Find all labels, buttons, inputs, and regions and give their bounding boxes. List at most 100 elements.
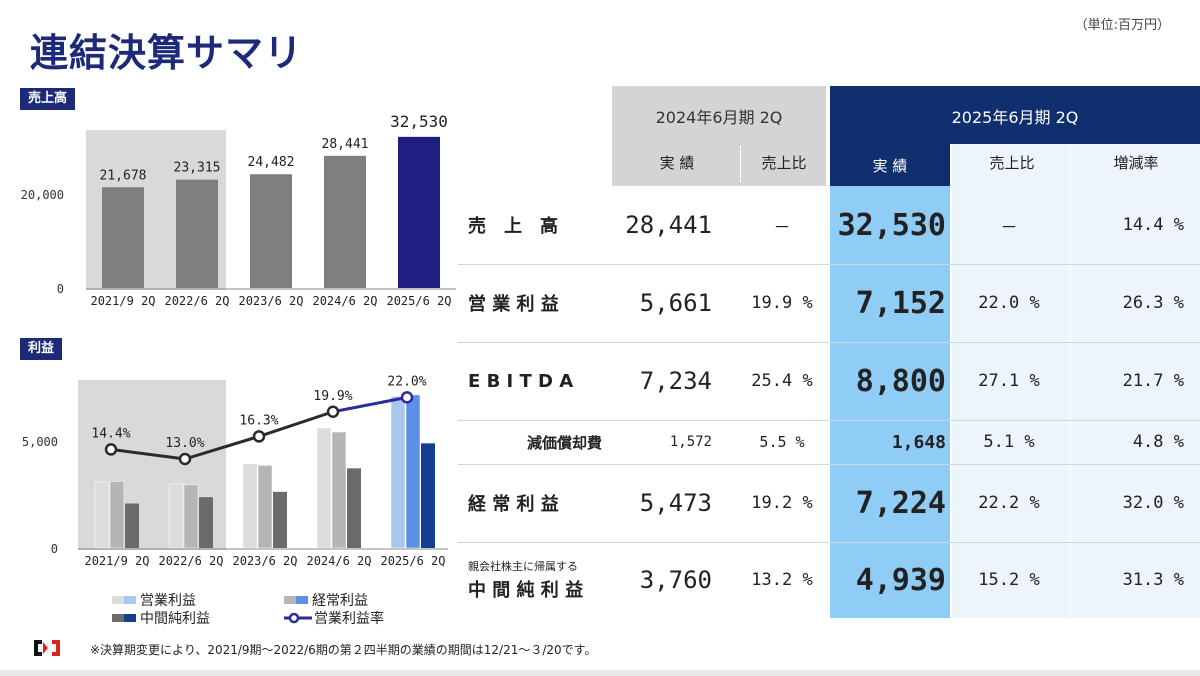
sales-xtick-1: 2022/6 2Q [164,294,229,308]
curr-actual: 32,530 [837,207,946,243]
legend-swatch-operating [112,596,136,604]
legend-label-net: 中間純利益 [140,611,210,627]
profit-bar-1-0 [168,483,184,549]
sales-bar-1 [176,179,218,288]
margin-label-4: 22.0% [387,374,426,389]
row-label: 売 上 高 [468,216,558,237]
row-label: 減価償却費 [526,433,602,452]
header-prev-ratio: 売上比 [761,154,807,172]
margin-line-segment-1 [184,434,260,461]
prev-ratio: 19.2 % [751,493,813,513]
profit-bar-3-2 [347,468,361,548]
profit-ytick-0: 0 [51,542,58,556]
profit-combo-chart: 0 5,000 2021/9 2Q 2022/6 2Q 2023/6 2Q 2024/6 … [22,374,448,568]
profit-bar-2-0 [242,463,258,549]
sales-xtick-4: 2025/6 2Q [386,294,451,308]
row-label: 営 業 利 益 [468,294,559,315]
growth-rate: 4.8 % [1132,432,1184,452]
prev-actual: 7,234 [639,367,712,395]
header-curr-ratio: 売上比 [989,154,1035,172]
curr-actual: 7,152 [855,285,946,321]
growth-rate: 21.7 % [1122,371,1184,391]
unit-label: （単位:百万円） [1074,18,1170,33]
margin-line-segment-3 [332,395,408,414]
sales-xtick-2: 2023/6 2Q [238,294,303,308]
prev-actual: 5,473 [639,489,712,517]
profit-xtick-0: 2021/9 2Q [84,554,149,568]
sales-bar-0 [102,187,144,288]
curr-ratio: 27.1 % [978,371,1040,391]
margin-point-2 [252,430,266,443]
legend-item-margin: 営業利益率 [284,608,384,628]
legend-item-ordinary: 経常利益 [284,590,368,610]
margin-line-segment-0 [110,447,186,461]
bottom-bar [0,670,1200,676]
sales-xtick-3: 2024/6 2Q [312,294,377,308]
sales-bar-chart: 0 20,000 21,678 2021/9 2Q 23,315 2022/6 2Q 24,… [21,112,456,308]
curr-ratio: － [1000,217,1018,238]
margin-label-3: 19.9% [313,389,352,404]
row-divider [458,542,1200,543]
legend-swatch-net [112,614,136,622]
margin-point-1 [178,452,192,466]
table-row: 売 上 高 28,441 － 32,530 － 14.4 % [458,186,1200,264]
profit-legend: 営業利益 経常利益 中間純利益 営業利益率 [112,590,442,628]
curr-actual: 4,939 [855,562,946,598]
profit-bar-3-1 [331,431,347,549]
sales-value-label-2: 24,482 [248,155,295,170]
sales-value-label-3: 28,441 [322,137,369,152]
legend-swatch-ordinary [284,596,308,604]
row-divider [458,420,1200,421]
header-curr-bg [830,86,1200,144]
profit-xtick-1: 2022/6 2Q [158,554,223,568]
margin-label-0: 14.4% [91,426,130,441]
row-divider [458,264,1200,265]
page-title: 連結決算サマリ [30,31,304,75]
profit-ytick-5000: 5,000 [22,435,58,449]
curr-ratio: 5.1 % [983,432,1035,452]
profit-bar-4-1 [405,394,421,549]
footer-note: ※決算期変更により、2021/9期～2022/6期の第２四半期の業績の期間は12… [90,643,597,657]
sales-bar-2 [250,174,292,288]
curr-actual: 7,224 [855,485,946,521]
row-divider [458,342,1200,343]
header-curr-period: 2025年6月期 2Q [951,108,1079,127]
profit-xtick-2: 2023/6 2Q [232,554,297,568]
row-label-sub: 親会社株主に帰属する [468,560,578,573]
margin-label-2: 16.3% [239,413,278,428]
prev-ratio: 13.2 % [751,570,813,590]
table-row: 親会社株主に帰属する中 間 純 利 益 3,760 13.2 % 4,939 15.2 … [458,542,1200,618]
legend-item-operating: 営業利益 [112,590,196,610]
row-divider [458,464,1200,465]
prev-ratio: 19.9 % [751,293,813,313]
prev-ratio: － [773,217,791,238]
margin-label-1: 13.0% [165,436,204,451]
growth-rate: 26.3 % [1122,293,1184,313]
margin-point-0 [104,443,118,456]
header-curr-actual: 実 績 [830,144,950,186]
prev-actual: 3,760 [639,566,712,594]
prev-actual: 5,661 [639,289,712,317]
prev-actual: 28,441 [625,211,712,239]
table-row: E B I T D A 7,234 25.4 % 8,800 27.1 % 21.7 % [458,342,1200,420]
growth-rate: 31.3 % [1122,570,1184,590]
sales-bar-4 [398,136,440,288]
margin-point-4 [400,391,414,404]
sales-value-label-1: 23,315 [174,161,221,176]
curr-actual: 1,648 [891,431,946,453]
profit-bar-2-1 [257,465,273,549]
row-label: 親会社株主に帰属する中 間 純 利 益 [468,542,612,618]
growth-rate: 14.4 % [1122,215,1184,235]
curr-actual-column-bg [830,144,950,618]
table-row: 経 常 利 益 5,473 19.2 % 7,224 22.2 % 32.0 % [458,464,1200,542]
sales-xtick-0: 2021/9 2Q [90,294,155,308]
profit-bar-0-2 [125,503,139,548]
margin-line-segment-2 [258,410,334,438]
prev-actual: 1,572 [669,434,712,450]
legend-label-ordinary: 経常利益 [312,593,368,609]
header-prev-bg [612,86,826,186]
table-row: 減価償却費 1,572 5.5 % 1,648 5.1 % 4.8 % [458,420,1200,464]
margin-point-3 [326,405,340,419]
profit-bar-0-1 [109,481,125,549]
sales-value-label-4: 32,530 [390,112,448,131]
